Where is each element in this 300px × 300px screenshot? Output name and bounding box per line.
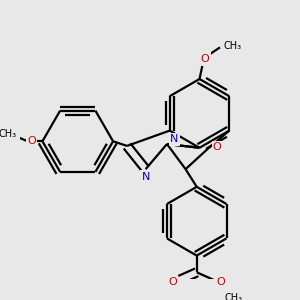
Text: O: O: [217, 277, 225, 286]
Text: N: N: [141, 172, 150, 182]
Text: N: N: [170, 134, 178, 144]
Text: O: O: [168, 277, 177, 286]
Text: CH₃: CH₃: [225, 293, 243, 300]
Text: O: O: [201, 54, 209, 64]
Text: O: O: [27, 136, 36, 146]
Text: O: O: [213, 142, 221, 152]
Text: CH₃: CH₃: [0, 129, 16, 139]
Text: CH₃: CH₃: [224, 40, 242, 50]
